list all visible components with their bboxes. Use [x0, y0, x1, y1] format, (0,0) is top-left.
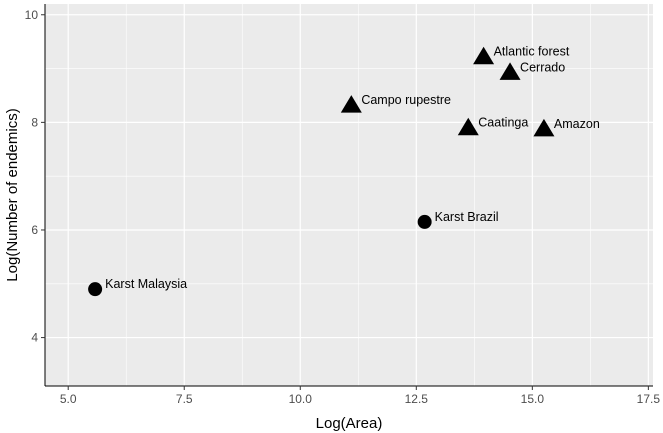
- x-axis-title: Log(Area): [316, 415, 383, 432]
- triangle-marker: [457, 117, 479, 136]
- x-tick-label: 10.0: [289, 392, 313, 406]
- grid-minor: [45, 4, 653, 386]
- triangle-marker: [499, 62, 521, 80]
- y-tick-label: 10: [25, 8, 39, 22]
- triangle-marker: [340, 95, 362, 113]
- point-label: Caatinga: [478, 116, 528, 130]
- x-ticks: 5.0 7.5 10.0 12.5 15.0 17.5: [60, 386, 660, 406]
- circle-marker: [417, 214, 432, 229]
- x-tick-label: 15.0: [521, 392, 545, 406]
- x-tick-label: 12.5: [405, 392, 429, 406]
- point-label: Campo rupestre: [361, 93, 451, 107]
- x-tick-label: 5.0: [60, 392, 77, 406]
- plot-panel: [45, 4, 653, 386]
- x-tick-label: 17.5: [637, 392, 661, 406]
- y-tick-label: 6: [31, 223, 38, 237]
- point-label: Karst Malaysia: [105, 277, 187, 291]
- grid-major: [45, 4, 653, 386]
- triangle-marker: [533, 118, 555, 137]
- y-tick-label: 8: [31, 115, 38, 129]
- data-points: [88, 46, 555, 297]
- y-tick-label: 4: [31, 331, 38, 345]
- point-label: Cerrado: [520, 60, 565, 74]
- circle-marker: [88, 282, 103, 297]
- point-label: Amazon: [554, 117, 600, 131]
- x-tick-label: 7.5: [176, 392, 193, 406]
- triangle-marker: [473, 46, 495, 65]
- y-ticks: 4 6 8 10: [25, 8, 45, 345]
- point-label: Atlantic forest: [494, 45, 570, 59]
- point-label: Karst Brazil: [435, 210, 499, 224]
- y-axis-title: Log(Number of endemics): [4, 108, 21, 281]
